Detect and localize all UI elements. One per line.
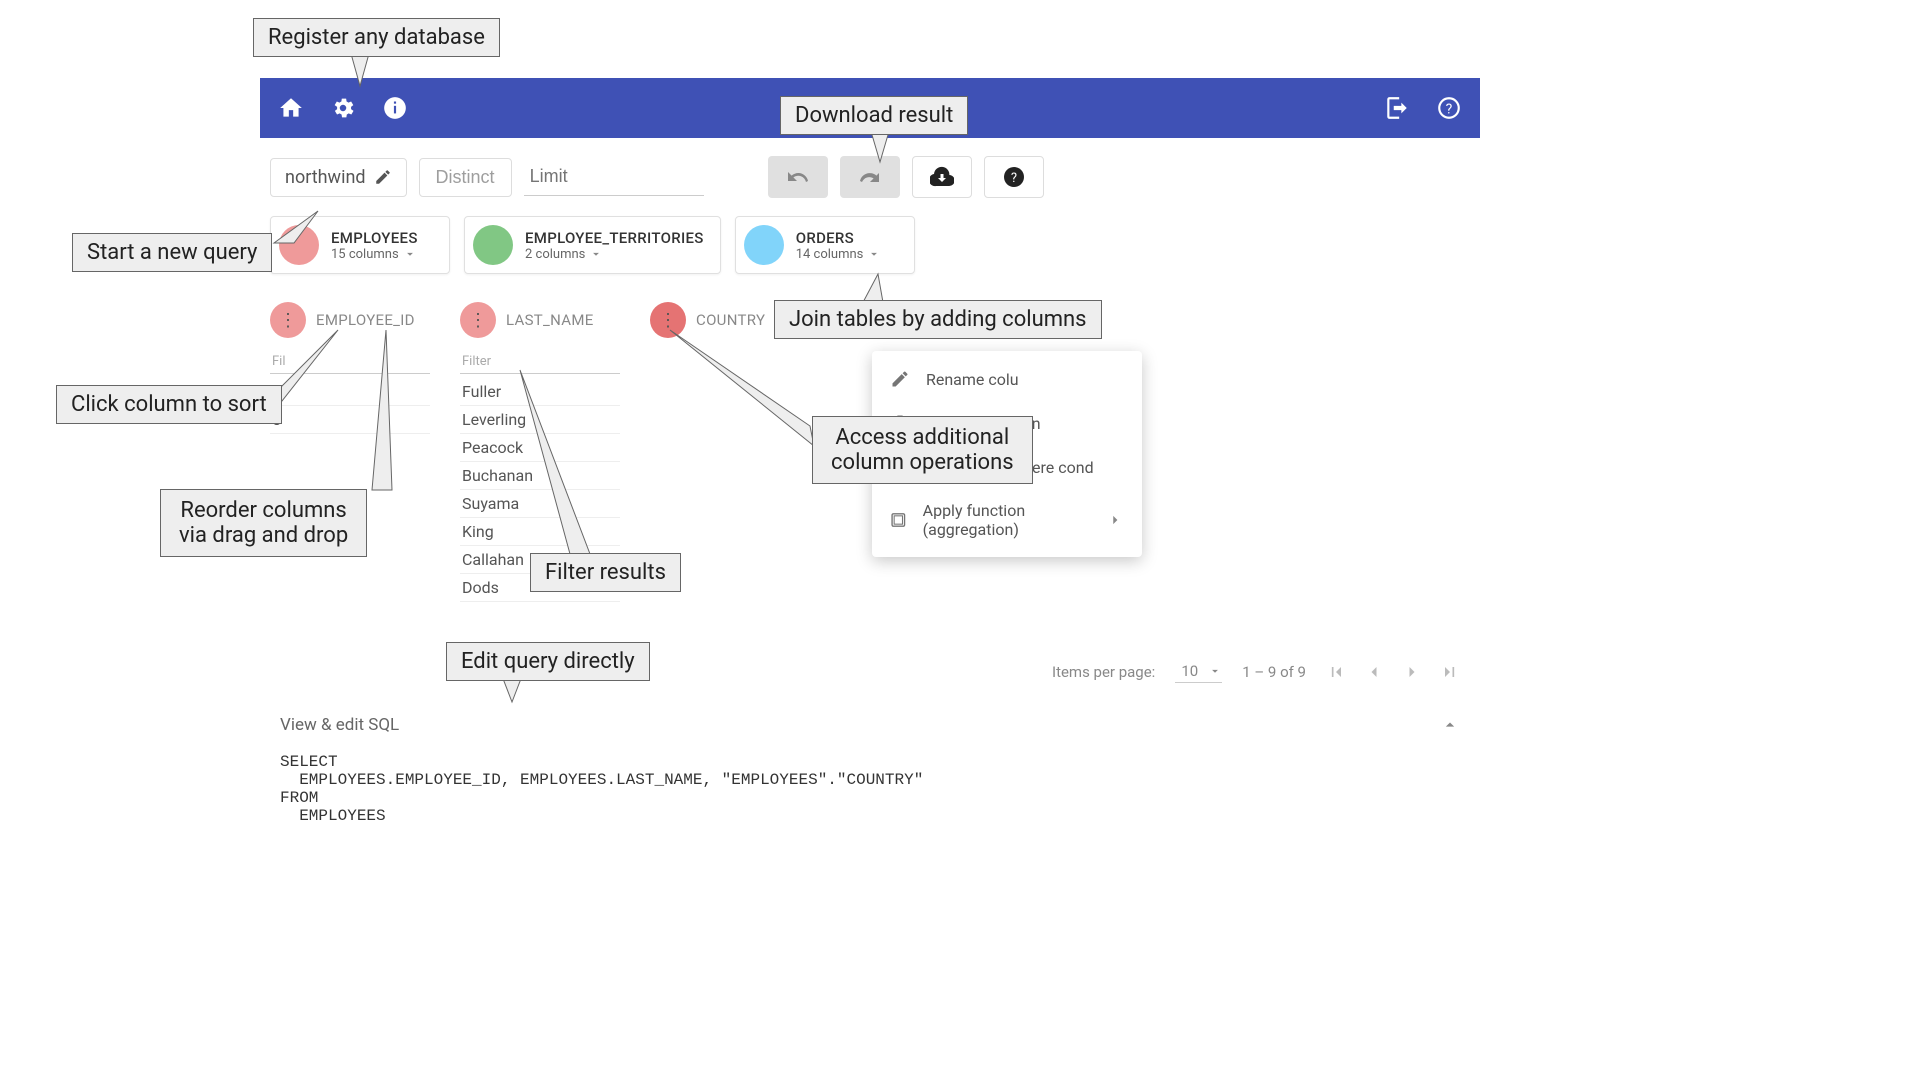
collapse-icon[interactable] (1440, 715, 1460, 735)
callout-access: Access additional column operations (812, 416, 1033, 484)
limit-input[interactable] (524, 158, 704, 196)
ctx-aggregate[interactable]: Apply function (aggregation) (872, 489, 1142, 551)
callout-download: Download result (780, 96, 968, 135)
cell: 4 (270, 378, 430, 406)
toolbar: northwind Distinct ? (260, 138, 1480, 208)
next-page-icon[interactable] (1402, 662, 1422, 682)
prev-page-icon[interactable] (1364, 662, 1384, 682)
table-chip-territories[interactable]: EMPLOYEE_TERRITORIES 2 columns (464, 216, 721, 274)
chip-name: ORDERS (796, 229, 882, 247)
items-label: Items per page: (1052, 663, 1155, 681)
cell: Fuller (460, 378, 620, 406)
info-icon[interactable] (382, 95, 408, 121)
function-icon (890, 510, 907, 530)
cell: King (460, 518, 620, 546)
edit-icon (374, 168, 392, 186)
sql-title[interactable]: View & edit SQL (280, 715, 399, 735)
callout-reorder: Reorder columns via drag and drop (160, 489, 367, 557)
chip-dot (744, 225, 784, 265)
table-chip-employees[interactable]: EMPLOYEES 15 columns (270, 216, 450, 274)
items-select[interactable]: 10 (1175, 660, 1222, 683)
callout-access-line2: column operations (831, 450, 1014, 475)
chip-sub: 14 columns (796, 247, 882, 262)
undo-button[interactable] (768, 156, 828, 198)
ctx-label: Apply function (aggregation) (923, 501, 1092, 539)
sql-section: View & edit SQL SELECT EMPLOYEES.EMPLOYE… (260, 701, 1480, 839)
column-name[interactable]: COUNTRY (696, 311, 765, 329)
db-name: northwind (285, 167, 366, 188)
db-selector[interactable]: northwind (270, 158, 407, 197)
callout-newquery: Start a new query (72, 233, 272, 272)
last-page-icon[interactable] (1440, 662, 1460, 682)
gear-icon[interactable] (330, 95, 356, 121)
help-icon[interactable]: ? (1436, 95, 1462, 121)
cell: 5 (270, 406, 430, 434)
callout-join: Join tables by adding columns (774, 300, 1102, 339)
cell: Suyama (460, 490, 620, 518)
callout-editq: Edit query directly (446, 642, 650, 681)
logout-icon[interactable] (1384, 95, 1410, 121)
redo-button[interactable] (840, 156, 900, 198)
table-chip-orders[interactable]: ORDERS 14 columns (735, 216, 915, 274)
home-icon[interactable] (278, 95, 304, 121)
svg-text:?: ? (1010, 171, 1016, 186)
callout-reorder-line2: via drag and drop (179, 523, 348, 548)
table-chips: EMPLOYEES 15 columns EMPLOYEE_TERRITORIE… (260, 208, 1480, 282)
chip-sub: 2 columns (525, 247, 704, 262)
download-button[interactable] (912, 156, 972, 198)
column-menu-button[interactable]: ⋮ (460, 302, 496, 338)
chip-dot (473, 225, 513, 265)
ctx-rename[interactable]: Rename colu (872, 357, 1142, 401)
first-page-icon[interactable] (1326, 662, 1346, 682)
callout-filter: Filter results (530, 553, 681, 592)
column-name[interactable]: EMPLOYEE_ID (316, 311, 415, 329)
callout-reorder-line1: Reorder columns (179, 498, 348, 523)
chevron-down-icon (1208, 664, 1222, 678)
chevron-right-icon (1107, 510, 1124, 530)
ctx-label: Rename colu (926, 370, 1019, 389)
chip-name: EMPLOYEE_TERRITORIES (525, 229, 704, 247)
chip-dot (279, 225, 319, 265)
page-range: 1 – 9 of 9 (1242, 663, 1306, 681)
column-employee-id: ⋮ EMPLOYEE_ID Fil 4 5 (270, 300, 460, 434)
column-name[interactable]: LAST_NAME (506, 311, 594, 329)
cell: Leverling (460, 406, 620, 434)
callout-sort: Click column to sort (56, 385, 282, 424)
chip-name: EMPLOYEES (331, 229, 418, 247)
column-menu-button[interactable]: ⋮ (650, 302, 686, 338)
help-button[interactable]: ? (984, 156, 1044, 198)
pagination: Items per page: 10 1 – 9 of 9 (260, 642, 1480, 701)
svg-text:?: ? (1446, 101, 1453, 117)
edit-icon (890, 369, 910, 389)
column-filter[interactable]: Fil (270, 350, 430, 374)
cell: Peacock (460, 434, 620, 462)
chip-sub: 15 columns (331, 247, 418, 262)
column-filter[interactable]: Filter (460, 350, 620, 374)
sql-code[interactable]: SELECT EMPLOYEES.EMPLOYEE_ID, EMPLOYEES.… (280, 735, 1460, 825)
callout-register: Register any database (253, 18, 500, 57)
callout-access-line1: Access additional (831, 425, 1014, 450)
column-menu-button[interactable]: ⋮ (270, 302, 306, 338)
cell: Buchanan (460, 462, 620, 490)
distinct-button[interactable]: Distinct (419, 158, 512, 197)
